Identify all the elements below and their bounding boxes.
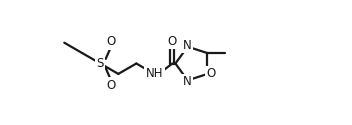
Text: N: N (182, 39, 191, 52)
Text: O: O (106, 79, 116, 92)
Text: O: O (168, 35, 177, 48)
Text: S: S (97, 57, 104, 70)
Text: N: N (182, 75, 191, 88)
Text: O: O (106, 36, 116, 49)
Text: NH: NH (146, 67, 163, 80)
Text: O: O (207, 67, 216, 80)
